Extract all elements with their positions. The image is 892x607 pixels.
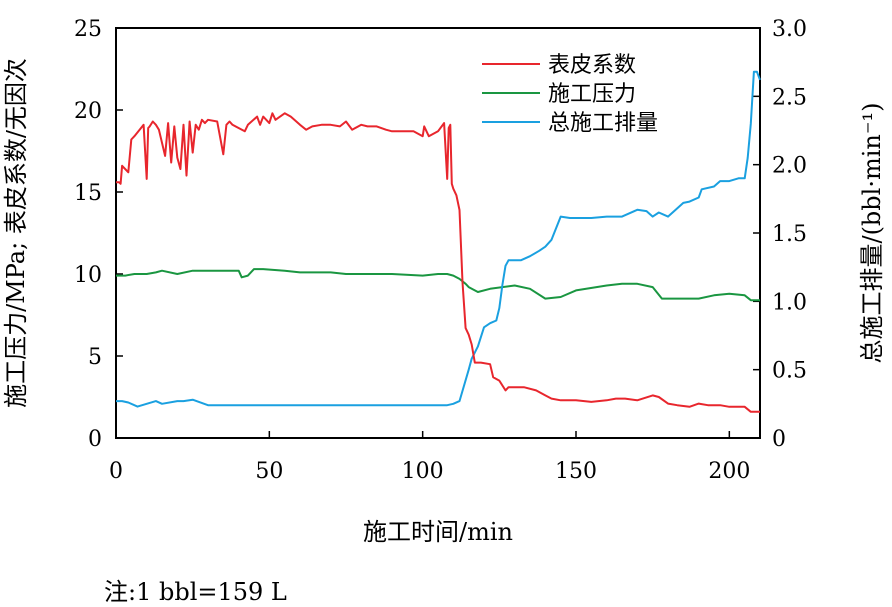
y-left-tick-label: 0	[88, 427, 102, 452]
y-right-tick-label: 2.5	[772, 85, 807, 110]
y-right-tick-label: 0	[772, 427, 786, 452]
y-right-tick-label: 0.5	[772, 359, 807, 384]
series-line-2	[116, 70, 761, 408]
x-tick-label: 100	[402, 459, 444, 484]
y-left-tick-label: 25	[74, 17, 102, 42]
y-left-axis-ticks: 0 5 10 15 20 25	[74, 17, 123, 452]
footnote: 注:1 bbl=159 L	[104, 578, 287, 606]
y-right-tick-label: 1.5	[772, 222, 807, 247]
x-tick-label: 200	[708, 459, 750, 484]
x-tick-label: 0	[109, 459, 123, 484]
x-axis-ticks: 0 50 100 150 200	[109, 431, 750, 484]
plot-frame	[115, 27, 761, 439]
legend-label: 表皮系数	[548, 53, 636, 78]
series-lines	[116, 70, 761, 413]
x-axis-title: 施工时间/min	[363, 518, 513, 546]
y-left-tick-label: 15	[74, 181, 102, 206]
y-right-axis-ticks: 0 0.5 1.0 1.5 2.0 2.5 3.0	[753, 17, 807, 452]
y-left-axis-title: 施工压力/MPa; 表皮系数/无因次	[2, 58, 30, 408]
y-left-tick-label: 10	[74, 263, 102, 288]
y-right-tick-label: 3.0	[772, 17, 807, 42]
y-left-tick-label: 5	[88, 345, 102, 370]
x-tick-label: 50	[255, 459, 283, 484]
legend-label: 总施工排量	[548, 111, 658, 136]
y-left-tick-label: 20	[74, 99, 102, 124]
series-line-1	[116, 268, 760, 302]
series-line-0	[116, 112, 760, 413]
y-right-tick-label: 1.0	[772, 290, 807, 315]
y-right-tick-label: 2.0	[772, 154, 807, 179]
y-right-axis-title: 总施工排量/(bbl·min⁻¹)	[858, 102, 886, 363]
x-tick-label: 150	[555, 459, 597, 484]
legend-label: 施工压力	[548, 82, 636, 107]
